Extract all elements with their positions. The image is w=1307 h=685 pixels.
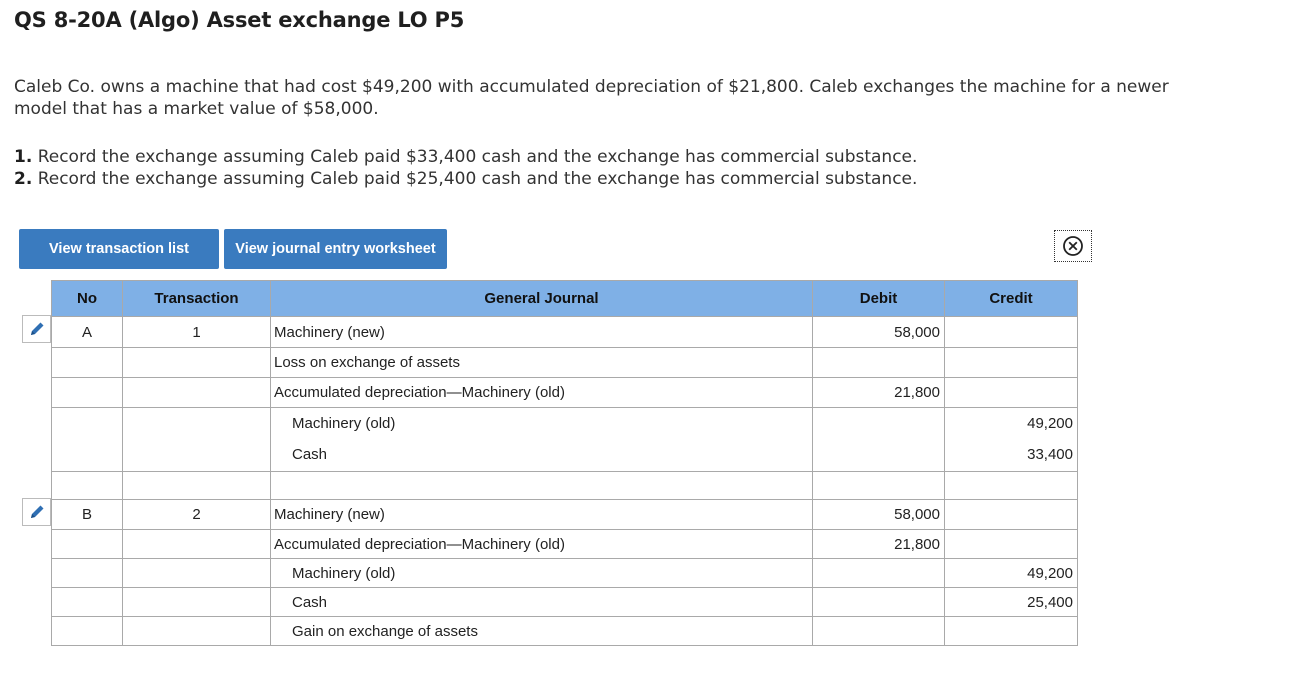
debit-cell [812,616,945,646]
problem-intro: Caleb Co. owns a machine that had cost $… [14,77,1169,119]
requirement-2: 2. Record the exchange assuming Caleb pa… [14,168,917,190]
credit-cell [944,499,1078,530]
account-cell: Machinery (new) [270,316,813,348]
credit-cell [944,377,1078,408]
header-no: No [51,280,123,317]
general-journal-table: No Transaction General Journal Debit Cre… [51,280,1078,646]
table-row: B 2 Machinery (new) 58,000 [51,499,1078,530]
debit-cell: 58,000 [812,499,945,530]
requirement-1-text: Record the exchange assuming Caleb paid … [32,147,918,167]
requirement-1-number: 1. [14,147,33,167]
pencil-icon [30,322,43,335]
header-credit: Credit [944,280,1078,317]
entry-no: B [51,499,123,530]
header-transaction: Transaction [122,280,271,317]
edit-entry-a-button[interactable] [22,315,51,343]
requirement-2-number: 2. [14,169,33,189]
table-row: Cash 25,400 [51,587,1078,617]
close-circle-icon [1063,236,1083,256]
account-cell: Machinery (old) Cash [270,407,813,472]
header-debit: Debit [812,280,945,317]
debit-cell [812,558,945,588]
header-general-journal: General Journal [270,280,813,317]
requirement-1: 1. Record the exchange assuming Caleb pa… [14,146,917,168]
account-cell: Machinery (new) [270,499,813,530]
table-row: Loss on exchange of assets [51,347,1078,378]
credit-cell [944,616,1078,646]
requirements: 1. Record the exchange assuming Caleb pa… [14,146,917,190]
table-row: Machinery (old) Cash 49,200 33,400 [51,407,1078,472]
credit-cell [944,529,1078,559]
pencil-icon [30,505,43,518]
credit-cell: 49,200 [944,558,1078,588]
entry-transaction: 1 [122,316,271,348]
credit-cell: 25,400 [944,587,1078,617]
account-cell: Cash [270,587,813,617]
view-transaction-list-button[interactable]: View transaction list [19,229,219,269]
entry-no: A [51,316,123,348]
table-row: Gain on exchange of assets [51,616,1078,646]
table-header-row: No Transaction General Journal Debit Cre… [51,280,1078,317]
account-cell: Loss on exchange of assets [270,347,813,378]
page-title: QS 8-20A (Algo) Asset exchange LO P5 [14,8,465,32]
debit-cell: 21,800 [812,529,945,559]
account-cell: Gain on exchange of assets [270,616,813,646]
close-button[interactable] [1054,230,1092,262]
debit-cell [812,587,945,617]
table-row: Accumulated depreciation—Machinery (old)… [51,377,1078,408]
account-cell: Machinery (old) [270,558,813,588]
table-row [51,471,1078,500]
debit-cell: 58,000 [812,316,945,348]
entry-transaction: 2 [122,499,271,530]
edit-entry-b-button[interactable] [22,498,51,526]
credit-cell [944,316,1078,348]
table-row: A 1 Machinery (new) 58,000 [51,316,1078,348]
requirement-2-text: Record the exchange assuming Caleb paid … [32,169,918,189]
credit-cell [944,347,1078,378]
credit-cell: 49,200 33,400 [944,407,1078,472]
debit-cell: 21,800 [812,377,945,408]
account-cell: Accumulated depreciation—Machinery (old) [270,529,813,559]
debit-cell [812,347,945,378]
view-journal-entry-worksheet-button[interactable]: View journal entry worksheet [224,229,447,269]
table-row: Machinery (old) 49,200 [51,558,1078,588]
account-cell: Accumulated depreciation—Machinery (old) [270,377,813,408]
table-row: Accumulated depreciation—Machinery (old)… [51,529,1078,559]
